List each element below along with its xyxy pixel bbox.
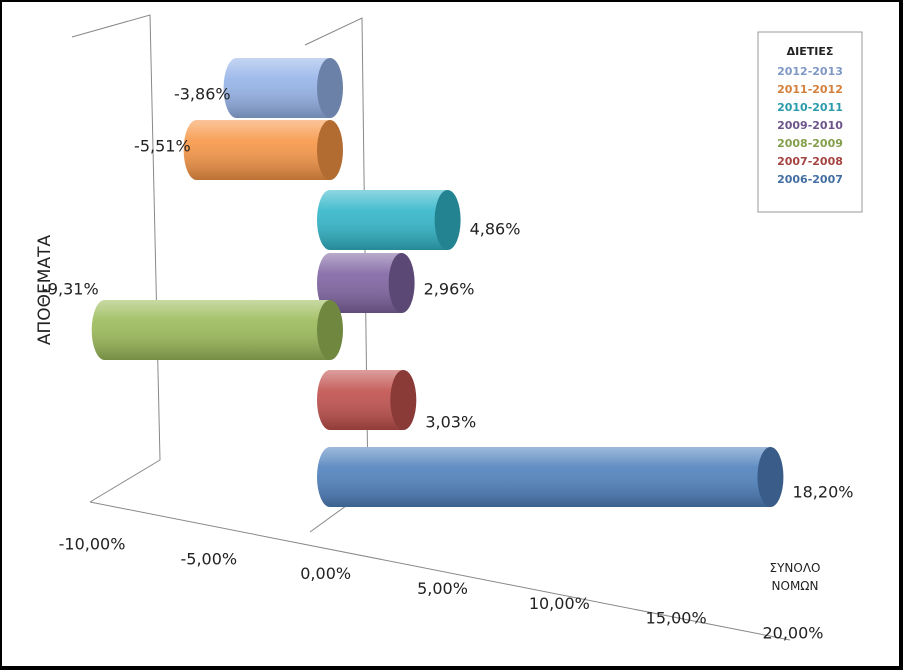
y-axis-title: ΑΠΟΘΕΜΑΤΑ	[35, 235, 55, 346]
legend-label: 2006-2007	[777, 173, 843, 186]
bar-group	[317, 447, 784, 507]
bar-group	[183, 120, 343, 180]
x-tick-label: 0,00%	[300, 564, 351, 583]
legend-label: 2011-2012	[777, 83, 843, 96]
bar-cap	[390, 370, 417, 430]
x-tick-label: 15,00%	[646, 609, 707, 628]
value-label: 2,96%	[424, 280, 475, 299]
value-label: 3,03%	[425, 413, 476, 432]
bar-group	[223, 58, 343, 118]
value-label: -9,31%	[42, 280, 99, 299]
bar-shine	[317, 253, 402, 313]
bar-cap	[434, 190, 461, 250]
legend-label: 2009-2010	[777, 119, 843, 132]
bar-group	[317, 253, 415, 313]
x-tick-label: 5,00%	[417, 579, 468, 598]
bar-shine	[183, 120, 330, 180]
value-label: 4,86%	[470, 220, 521, 239]
bar-cap	[317, 300, 343, 360]
value-label: 18,20%	[792, 483, 853, 502]
bar-cap	[388, 253, 415, 313]
legend-label: 2012-2013	[777, 65, 843, 78]
bar-group	[317, 190, 461, 250]
bar-cap	[317, 58, 343, 118]
value-label: -5,51%	[134, 137, 191, 156]
x-tick-label: -10,00%	[59, 535, 126, 554]
bar-shine	[317, 190, 448, 250]
x-tick-label: 10,00%	[529, 594, 590, 613]
bar-group	[91, 300, 343, 360]
bar-shine	[223, 58, 330, 118]
value-label: -3,86%	[174, 85, 231, 104]
x-tick-label: -5,00%	[181, 549, 238, 568]
bar-cap	[757, 447, 784, 507]
legend-box	[757, 31, 863, 213]
legend-label: 2010-2011	[777, 101, 843, 114]
legend-label: 2007-2008	[777, 155, 843, 168]
x-tick-label: 20,00%	[762, 624, 823, 643]
legend-title: ΔΙΕΤΙΕΣ	[787, 45, 834, 58]
bar-group	[317, 370, 417, 430]
legend-label: 2008-2009	[777, 137, 843, 150]
bar-shine	[317, 447, 771, 507]
bar-cap	[317, 120, 343, 180]
category-label: ΣΥΝΟΛΟ ΝΟΜΩΝ	[770, 561, 821, 593]
bar-shine	[317, 370, 404, 430]
bar-shine	[91, 300, 331, 360]
